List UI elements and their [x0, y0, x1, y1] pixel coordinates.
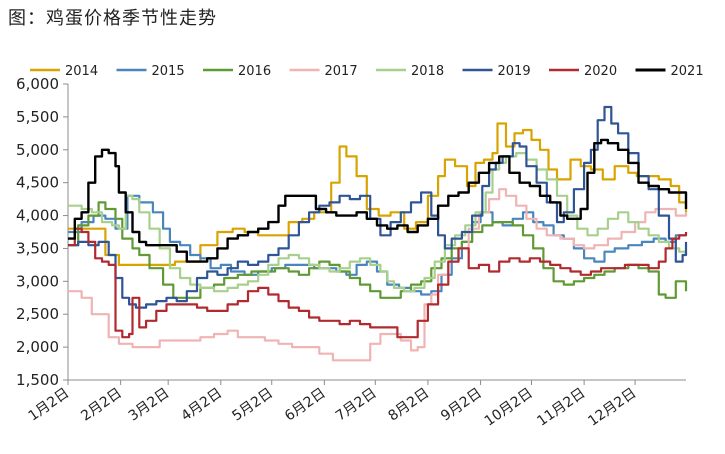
x-tick-label: 2月2日: [78, 385, 125, 424]
y-tick-label: 2,500: [16, 305, 59, 323]
y-tick-label: 5,500: [16, 108, 59, 126]
x-tick-label: 10月2日: [482, 385, 536, 430]
legend-label-2020: 2020: [584, 64, 617, 79]
y-tick-label: 5,000: [16, 141, 59, 159]
y-tick-label: 2,000: [16, 338, 59, 356]
series-line-2016: [68, 201, 688, 299]
x-axis: 1月2日 2月2日 3月2日 4月2日 5月2日 6月2日 7月2日 8月2日 9月2日10月2…: [26, 379, 686, 430]
legend-label-2014: 2014: [65, 64, 98, 79]
series-layer: [68, 105, 688, 362]
legend-label-2017: 2017: [325, 64, 358, 79]
legend-label-2018: 2018: [411, 64, 444, 79]
x-tick-label: 4月2日: [178, 385, 225, 424]
x-tick-label: 11月2日: [534, 385, 588, 430]
y-tick-label: 4,500: [16, 174, 59, 192]
y-tick-label: 3,500: [16, 239, 59, 257]
legend-label-2021: 2021: [671, 64, 704, 79]
x-tick-label: 9月2日: [438, 385, 485, 424]
series-line-2021: [68, 138, 688, 263]
x-tick-label: 3月2日: [126, 385, 173, 424]
x-tick-label: 1月2日: [26, 385, 73, 424]
series-line-2014: [68, 122, 688, 266]
y-tick-label: 6,000: [16, 75, 59, 93]
x-tick-label: 7月2日: [333, 385, 380, 424]
legend-label-2019: 2019: [498, 64, 531, 79]
chart-title: 图：鸡蛋价格季节性走势: [8, 8, 217, 29]
series-line-2019: [68, 105, 688, 309]
series-line-2020: [68, 227, 688, 339]
y-axis: 1,500 2,000 2,500 3,000 3,500 4,000 4,500 5,000…: [16, 75, 69, 389]
x-tick-label: 12月2日: [585, 385, 639, 430]
x-tick-label: 6月2日: [282, 385, 329, 424]
series-line-2017: [68, 188, 688, 362]
y-tick-label: 3,000: [16, 272, 59, 290]
legend: 2014 2015 2016 2017 2018 2019 2020 2021: [30, 64, 704, 79]
series-line-2018: [68, 152, 688, 293]
legend-label-2015: 2015: [152, 64, 185, 79]
y-tick-label: 4,000: [16, 207, 59, 225]
legend-label-2016: 2016: [238, 64, 271, 79]
x-tick-label: 5月2日: [229, 385, 276, 424]
x-tick-label: 8月2日: [386, 385, 433, 424]
y-tick-label: 1,500: [16, 371, 59, 389]
